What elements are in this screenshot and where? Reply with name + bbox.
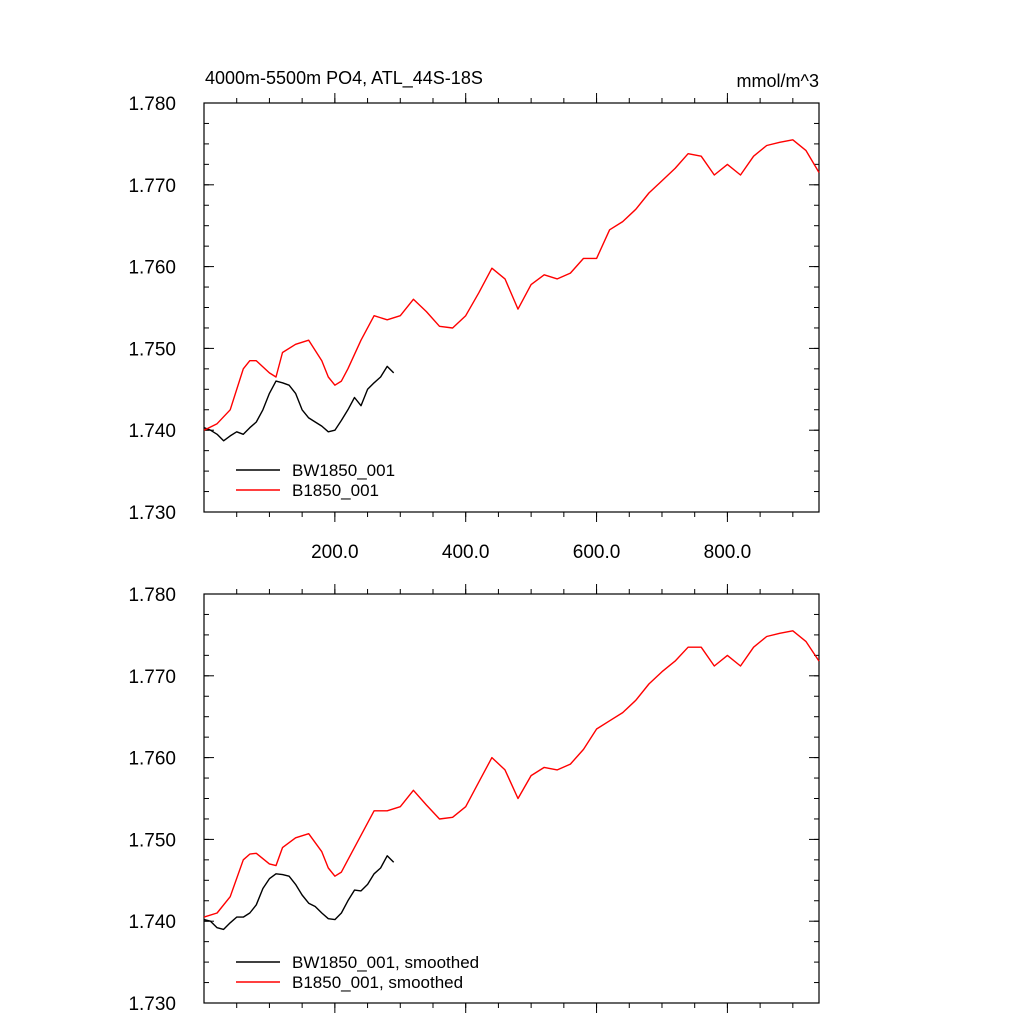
y-tick-label: 1.730 <box>128 994 176 1015</box>
legend-label-b1850: B1850_001 <box>292 481 379 500</box>
legend-label-bw1850: BW1850_001 <box>292 461 395 480</box>
y-tick-label: 1.760 <box>128 258 176 279</box>
series-line-b1850 <box>203 139 820 431</box>
y-tick-label: 1.750 <box>128 830 176 851</box>
axis-ticks <box>204 93 819 522</box>
y-tick-label: 1.770 <box>128 176 176 197</box>
y-tick-labels: 1.730 1.740 1.750 1.760 1.770 1.780 <box>128 585 176 1015</box>
top-panel: 4000m-5500m PO4, ATL_44S-18S mmol/m^3 1.… <box>128 68 820 563</box>
series-lines <box>203 630 820 931</box>
y-tick-label: 1.740 <box>128 912 176 933</box>
legend: BW1850_001, smoothed B1850_001, smoothed <box>236 953 479 992</box>
series-line-bw1850-smoothed <box>203 855 395 931</box>
series-line-b1850-smoothed <box>203 630 820 918</box>
legend: BW1850_001 B1850_001 <box>236 461 395 500</box>
y-tick-label: 1.740 <box>128 421 176 442</box>
y-tick-label: 1.760 <box>128 749 176 770</box>
y-tick-labels: 1.730 1.740 1.750 1.760 1.770 1.780 <box>128 94 176 524</box>
x-tick-label: 400.0 <box>442 542 490 563</box>
axis-ticks <box>204 584 819 1013</box>
units-label: mmol/m^3 <box>737 71 819 91</box>
series-line-bw1850 <box>203 365 395 442</box>
x-tick-label: 600.0 <box>573 542 621 563</box>
y-tick-label: 1.750 <box>128 339 176 360</box>
x-tick-labels: 200.0 400.0 600.0 800.0 <box>311 542 751 563</box>
y-tick-label: 1.780 <box>128 94 176 115</box>
x-tick-label: 200.0 <box>311 542 359 563</box>
legend-label-bw1850-smoothed: BW1850_001, smoothed <box>292 953 479 972</box>
legend-label-b1850-smoothed: B1850_001, smoothed <box>292 973 463 992</box>
series-lines <box>203 139 820 442</box>
bottom-panel: 1.730 1.740 1.750 1.760 1.770 1.780 BW18… <box>128 584 820 1015</box>
x-tick-label: 800.0 <box>704 542 752 563</box>
y-tick-label: 1.780 <box>128 585 176 606</box>
chart-title: 4000m-5500m PO4, ATL_44S-18S <box>205 68 483 89</box>
y-tick-label: 1.730 <box>128 503 176 524</box>
y-tick-label: 1.770 <box>128 667 176 688</box>
